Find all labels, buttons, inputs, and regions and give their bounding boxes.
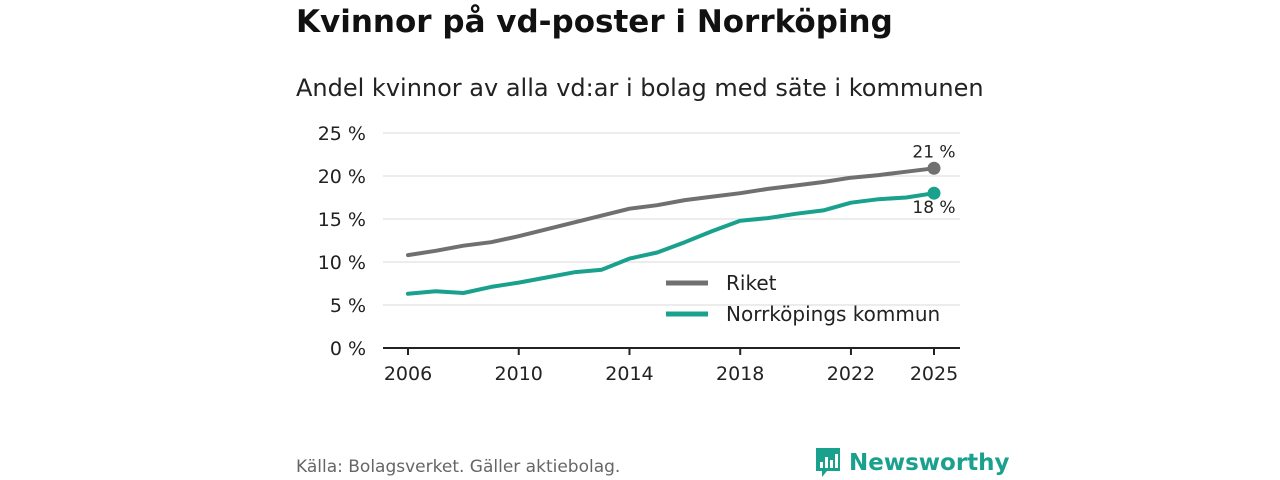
y-tick-label: 15 % [318,209,366,231]
series-line [406,166,936,258]
chart-title: Kvinnor på vd-poster i Norrköping [296,4,893,40]
x-tick-label: 2018 [716,363,764,385]
y-tick-label: 0 % [330,338,366,360]
x-tick-label: 2022 [827,363,875,385]
legend-label: Norrköpings kommun [726,302,940,326]
series-end-label: 21 % [912,142,955,162]
brand-name: Newsworthy [849,450,1010,476]
y-tick-label: 25 % [318,123,366,145]
series-end-point [927,161,941,175]
series-end-label: 18 % [912,198,955,218]
series-line [406,191,936,296]
source-note: Källa: Bolagsverket. Gäller aktiebolag. [296,457,621,477]
y-tick-label: 5 % [330,295,366,317]
y-tick-label: 20 % [318,166,366,188]
legend-label: Riket [726,271,777,295]
x-tick-label: 2014 [605,363,653,385]
x-tick-label: 2006 [384,363,432,385]
series-end-point [927,186,941,200]
y-tick-label: 10 % [318,252,366,274]
x-tick-label: 2010 [495,363,543,385]
chart-subtitle: Andel kvinnor av alla vd:ar i bolag med … [296,74,984,102]
x-tick-label: 2025 [910,363,958,385]
brand-logo: Newsworthy [814,446,1010,480]
newsworthy-logo-icon [816,448,840,477]
